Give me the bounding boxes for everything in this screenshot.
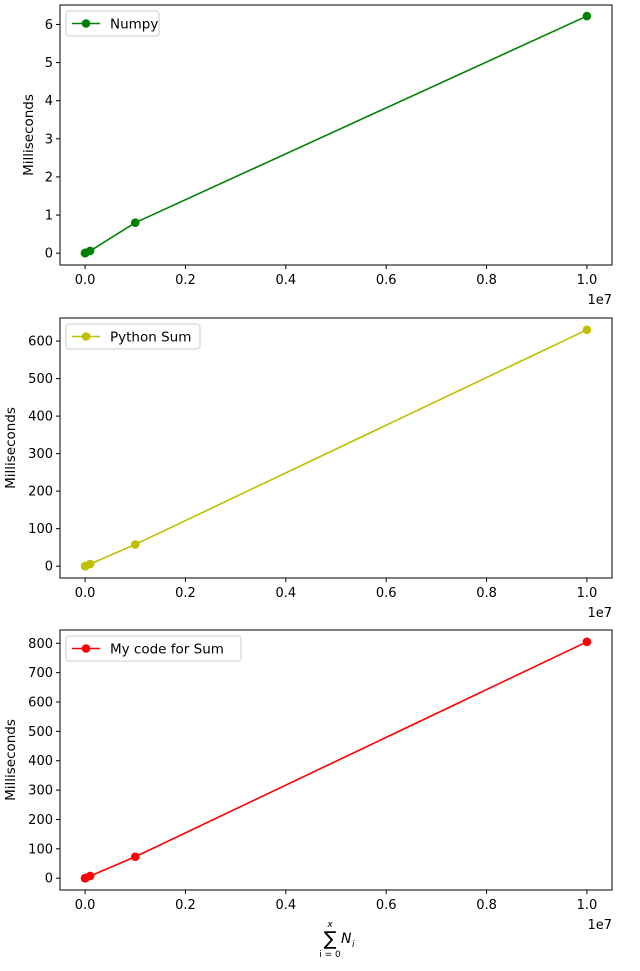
series-line-python-sum <box>84 329 588 567</box>
series-line-numpy <box>84 15 588 254</box>
x-label-upper: x <box>326 920 333 930</box>
y-tick-label: 300 <box>28 447 53 462</box>
subplot-2: 0.0 0.2 0.4 0.6 0.8 1.0 0 100 200 300 400 500 600 1e7… <box>3 317 613 621</box>
y-tick-label: 4 <box>45 94 53 109</box>
axes-frame <box>59 629 613 891</box>
x-tick-label: 1.0 <box>577 273 598 288</box>
series-line-my-code-for-sum <box>84 641 588 879</box>
y-tick-label: 200 <box>28 485 53 500</box>
y-tick-label: 3 <box>45 132 53 147</box>
x-tick-label: 0.0 <box>75 898 96 913</box>
x-tick-label: 0.6 <box>376 586 397 601</box>
x-offset-label: 1e7 <box>587 606 612 621</box>
legend-marker <box>81 19 91 28</box>
data-point <box>582 637 592 647</box>
y-tick-label: 500 <box>28 372 53 387</box>
legend: Python Sum <box>65 323 201 350</box>
y-axis-label: Milliseconds <box>3 719 19 801</box>
x-tick-label: 0.6 <box>376 273 397 288</box>
x-tick-label: 0.2 <box>175 586 196 601</box>
x-tick-label: 0.2 <box>175 273 196 288</box>
x-tick-label: 0.8 <box>476 273 497 288</box>
x-tick-label: 0.0 <box>75 273 96 288</box>
data-point <box>85 246 95 256</box>
data-point <box>85 559 95 569</box>
legend-marker <box>81 644 91 653</box>
data-point <box>130 852 140 862</box>
x-tick-label: 0.6 <box>376 898 397 913</box>
axes-frame <box>59 4 613 266</box>
y-tick-label: 6 <box>45 18 53 33</box>
y-axis-label: Milliseconds <box>21 94 37 176</box>
data-point <box>582 11 592 21</box>
data-point <box>582 325 592 335</box>
legend: My code for Sum <box>65 635 242 662</box>
x-tick-label: 0.2 <box>175 898 196 913</box>
x-label-sub: i <box>352 940 355 950</box>
axes-frame <box>59 317 613 579</box>
data-point <box>130 218 140 227</box>
x-axis-label: x∑i = 0N i <box>319 920 355 960</box>
x-tick-label: 0.4 <box>275 273 296 288</box>
x-tick-label: 0.4 <box>275 898 296 913</box>
x-offset-label: 1e7 <box>587 293 612 308</box>
x-label-sum-symbol: ∑ <box>324 928 337 950</box>
legend-box <box>65 635 242 662</box>
y-tick-label: 0 <box>45 247 53 262</box>
legend-label: Python Sum <box>110 330 191 346</box>
y-axis-label: Milliseconds <box>3 407 19 489</box>
y-tick-label: 400 <box>28 410 53 425</box>
y-tick-label: 200 <box>28 813 53 828</box>
y-tick-label: 800 <box>28 637 53 652</box>
y-tick-label: 100 <box>28 522 53 537</box>
y-tick-label: 700 <box>28 666 53 681</box>
subplot-3: 0.0 0.2 0.4 0.6 0.8 1.0 0 100 200 300 400 500 600 700… <box>3 629 613 960</box>
y-tick-label: 100 <box>28 842 53 857</box>
y-tick-label: 5 <box>45 56 53 71</box>
legend-marker <box>81 332 91 341</box>
y-tick-label: 300 <box>28 784 53 799</box>
data-point <box>85 871 95 881</box>
x-tick-label: 0.0 <box>75 586 96 601</box>
x-tick-label: 0.8 <box>476 586 497 601</box>
y-tick-label: 1 <box>45 209 53 224</box>
x-offset-label: 1e7 <box>587 918 612 933</box>
x-tick-label: 0.4 <box>275 586 296 601</box>
y-tick-label: 0 <box>45 560 53 575</box>
legend: Numpy <box>65 10 160 37</box>
x-tick-label: 1.0 <box>577 898 598 913</box>
y-tick-label: 2 <box>45 170 53 185</box>
y-tick-label: 600 <box>28 696 53 711</box>
y-tick-label: 0 <box>45 872 53 887</box>
x-tick-label: 1.0 <box>577 586 598 601</box>
legend-box <box>65 10 160 37</box>
subplot-1: 0.0 0.2 0.4 0.6 0.8 1.0 0 1 2 3 4 5 6 1e7 Milliseconds… <box>21 4 613 308</box>
legend-label: Numpy <box>110 17 158 33</box>
legend-label: My code for Sum <box>110 642 224 658</box>
x-tick-label: 0.8 <box>476 898 497 913</box>
x-label-lower: i = 0 <box>319 950 341 960</box>
y-tick-label: 500 <box>28 725 53 740</box>
legend-box <box>65 323 201 350</box>
y-tick-label: 600 <box>28 335 53 350</box>
y-tick-label: 400 <box>28 754 53 769</box>
x-label-var: N <box>341 931 352 947</box>
data-point <box>130 540 140 549</box>
